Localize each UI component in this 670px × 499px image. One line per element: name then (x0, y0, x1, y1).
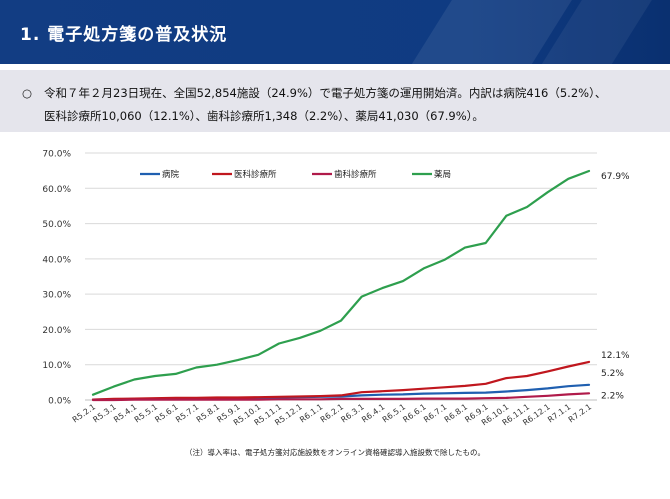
legend-label: 歯科診療所 (334, 169, 377, 180)
footnote: （注）導入率は、電子処方箋対応施設数をオンライン資格確認導入施設数で除したもの。 (185, 448, 485, 457)
data-end-label: 2.2% (601, 391, 624, 401)
y-tick-label: 20.0% (42, 326, 71, 336)
summary-line-2: 医科診療所10,060（12.1%）、歯科診療所1,348（2.2%）、薬局41… (44, 109, 484, 123)
series-line (91, 360, 591, 401)
series-line (91, 392, 591, 402)
series-line (91, 169, 591, 396)
y-tick-label: 30.0% (42, 291, 71, 301)
legend-label: 薬局 (434, 169, 451, 180)
data-end-label: 67.9% (601, 172, 630, 182)
y-tick-label: 40.0% (42, 255, 71, 265)
title-bar: 1. 電子処方箋の普及状況 (0, 0, 670, 64)
summary-line-1: ○ 令和７年２月23日現在、全国52,854施設（24.9%）で電子処方箋の運用開… (22, 85, 606, 101)
summary-box: ○ 令和７年２月23日現在、全国52,854施設（24.9%）で電子処方箋の運用開… (0, 70, 670, 132)
x-tick-label: R7.2.1 (567, 402, 593, 424)
bullet-icon: ○ (22, 86, 33, 100)
y-tick-label: 70.0% (42, 150, 71, 160)
legend-label: 医科診療所 (234, 169, 277, 180)
y-tick-label: 50.0% (42, 220, 71, 230)
summary-text-1: 令和７年２月23日現在、全国52,854施設（24.9%）で電子処方箋の運用開始… (44, 86, 607, 100)
y-tick-label: 10.0% (42, 361, 71, 371)
data-end-label: 5.2% (601, 369, 624, 379)
data-end-label: 12.1% (601, 351, 630, 361)
y-tick-label: 60.0% (42, 185, 71, 195)
legend-label: 病院 (162, 169, 180, 180)
adoption-line-chart: 0.0% 10.0% 20.0% 30.0% 40.0% 50.0% 60.0% 70.0% R… (42, 150, 630, 428)
page-title: 1. 電子処方箋の普及状況 (20, 25, 228, 45)
y-tick-label: 0.0% (48, 397, 71, 407)
